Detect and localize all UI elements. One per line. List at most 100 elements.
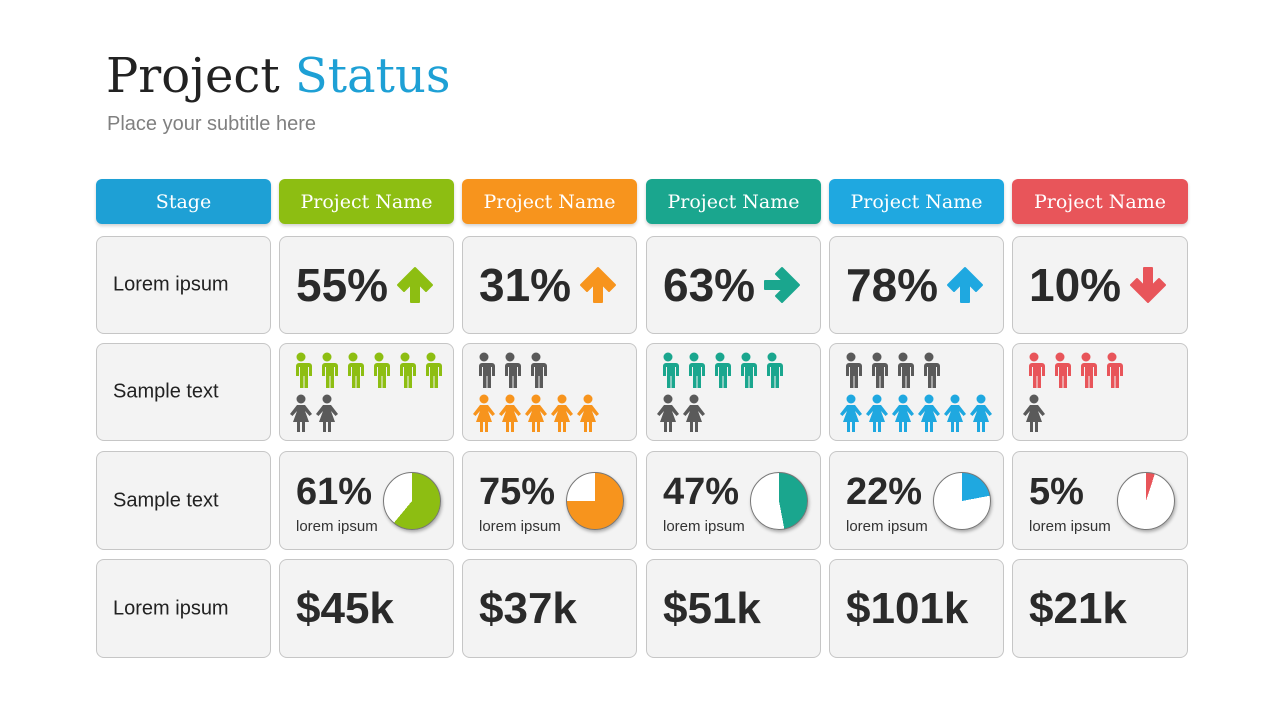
data-cell: 31% (462, 236, 637, 334)
header-project-2: Project Name (462, 179, 637, 224)
progress-caption: lorem ipsum (479, 518, 561, 535)
man-icon (683, 352, 705, 395)
data-cell: 55% (279, 236, 454, 334)
data-cell: $37k (462, 559, 637, 658)
data-cell: 61% lorem ipsum (279, 451, 454, 550)
row-label: Sample text (113, 489, 219, 511)
header-project-3: Project Name (646, 179, 821, 224)
man-icon (394, 352, 416, 395)
headcount-icons (290, 352, 442, 437)
progress-pie-chart (933, 472, 991, 530)
women-row (1023, 394, 1123, 437)
headcount-icons (657, 352, 783, 437)
woman-icon (944, 394, 966, 437)
man-icon (892, 352, 914, 395)
data-cell: $21k (1012, 559, 1188, 658)
women-row (657, 394, 783, 437)
row-label-cell: Lorem ipsum (96, 236, 271, 334)
progress-pie-chart (1117, 472, 1175, 530)
man-icon (761, 352, 783, 395)
data-cell: $101k (829, 559, 1004, 658)
women-row (473, 394, 599, 437)
woman-icon (840, 394, 862, 437)
progress-caption: lorem ipsum (1029, 518, 1111, 535)
budget-value: $37k (479, 583, 577, 633)
woman-icon (316, 394, 338, 437)
men-row (290, 352, 442, 395)
data-cell: 22% lorem ipsum (829, 451, 1004, 550)
man-icon (368, 352, 390, 395)
woman-icon (892, 394, 914, 437)
header-project-5: Project Name (1012, 179, 1188, 224)
progress-pie-chart (566, 472, 624, 530)
progress-pie-chart (750, 472, 808, 530)
progress-value: 22% (846, 471, 923, 513)
men-row (840, 352, 992, 395)
trend-value: 63% (663, 259, 756, 311)
trend-value: 31% (479, 259, 572, 311)
man-icon (840, 352, 862, 395)
arrow-up-icon (392, 262, 438, 308)
woman-icon (866, 394, 888, 437)
budget-value: $101k (846, 583, 969, 633)
woman-icon (290, 394, 312, 437)
progress-pie-chart (383, 472, 441, 530)
row-label: Lorem ipsum (113, 273, 229, 296)
women-row (290, 394, 442, 437)
budget-value: $51k (663, 583, 761, 633)
man-icon (918, 352, 940, 395)
man-icon (290, 352, 312, 395)
woman-icon (577, 394, 599, 437)
progress-caption: lorem ipsum (296, 518, 378, 535)
page-title: Project Status (106, 46, 451, 106)
man-icon (1075, 352, 1097, 395)
row-label-cell: Lorem ipsum (96, 559, 271, 658)
woman-icon (970, 394, 992, 437)
men-row (473, 352, 599, 395)
women-row (840, 394, 992, 437)
man-icon (473, 352, 495, 395)
man-icon (709, 352, 731, 395)
progress-value: 5% (1029, 471, 1084, 513)
progress-caption: lorem ipsum (663, 518, 745, 535)
arrow-up-icon (942, 262, 988, 308)
woman-icon (1023, 394, 1045, 437)
trend-value: 55% (296, 259, 389, 311)
row-label-cell: Sample text (96, 343, 271, 441)
progress-value: 61% (296, 471, 373, 513)
man-icon (866, 352, 888, 395)
man-icon (420, 352, 442, 395)
woman-icon (657, 394, 679, 437)
man-icon (1101, 352, 1123, 395)
woman-icon (918, 394, 940, 437)
men-row (1023, 352, 1123, 395)
man-icon (316, 352, 338, 395)
row-label: Lorem ipsum (113, 597, 229, 619)
woman-icon (683, 394, 705, 437)
man-icon (1023, 352, 1045, 395)
data-cell (1012, 343, 1188, 441)
man-icon (735, 352, 757, 395)
men-row (657, 352, 783, 395)
headcount-icons (1023, 352, 1123, 437)
page-subtitle: Place your subtitle here (107, 113, 317, 135)
data-cell: 75% lorem ipsum (462, 451, 637, 550)
progress-value: 75% (479, 471, 556, 513)
data-cell: 47% lorem ipsum (646, 451, 821, 550)
headcount-icons (840, 352, 992, 437)
data-cell: 5% lorem ipsum (1012, 451, 1188, 550)
trend-value: 78% (846, 259, 939, 311)
data-cell: $51k (646, 559, 821, 658)
data-cell: 63% (646, 236, 821, 334)
header-stage: Stage (96, 179, 271, 224)
title-accent: Status (294, 48, 451, 104)
data-cell: 78% (829, 236, 1004, 334)
man-icon (657, 352, 679, 395)
woman-icon (525, 394, 547, 437)
man-icon (1049, 352, 1071, 395)
arrow-down-icon (1125, 262, 1171, 308)
man-icon (342, 352, 364, 395)
header-project-4: Project Name (829, 179, 1004, 224)
woman-icon (499, 394, 521, 437)
data-cell (462, 343, 637, 441)
